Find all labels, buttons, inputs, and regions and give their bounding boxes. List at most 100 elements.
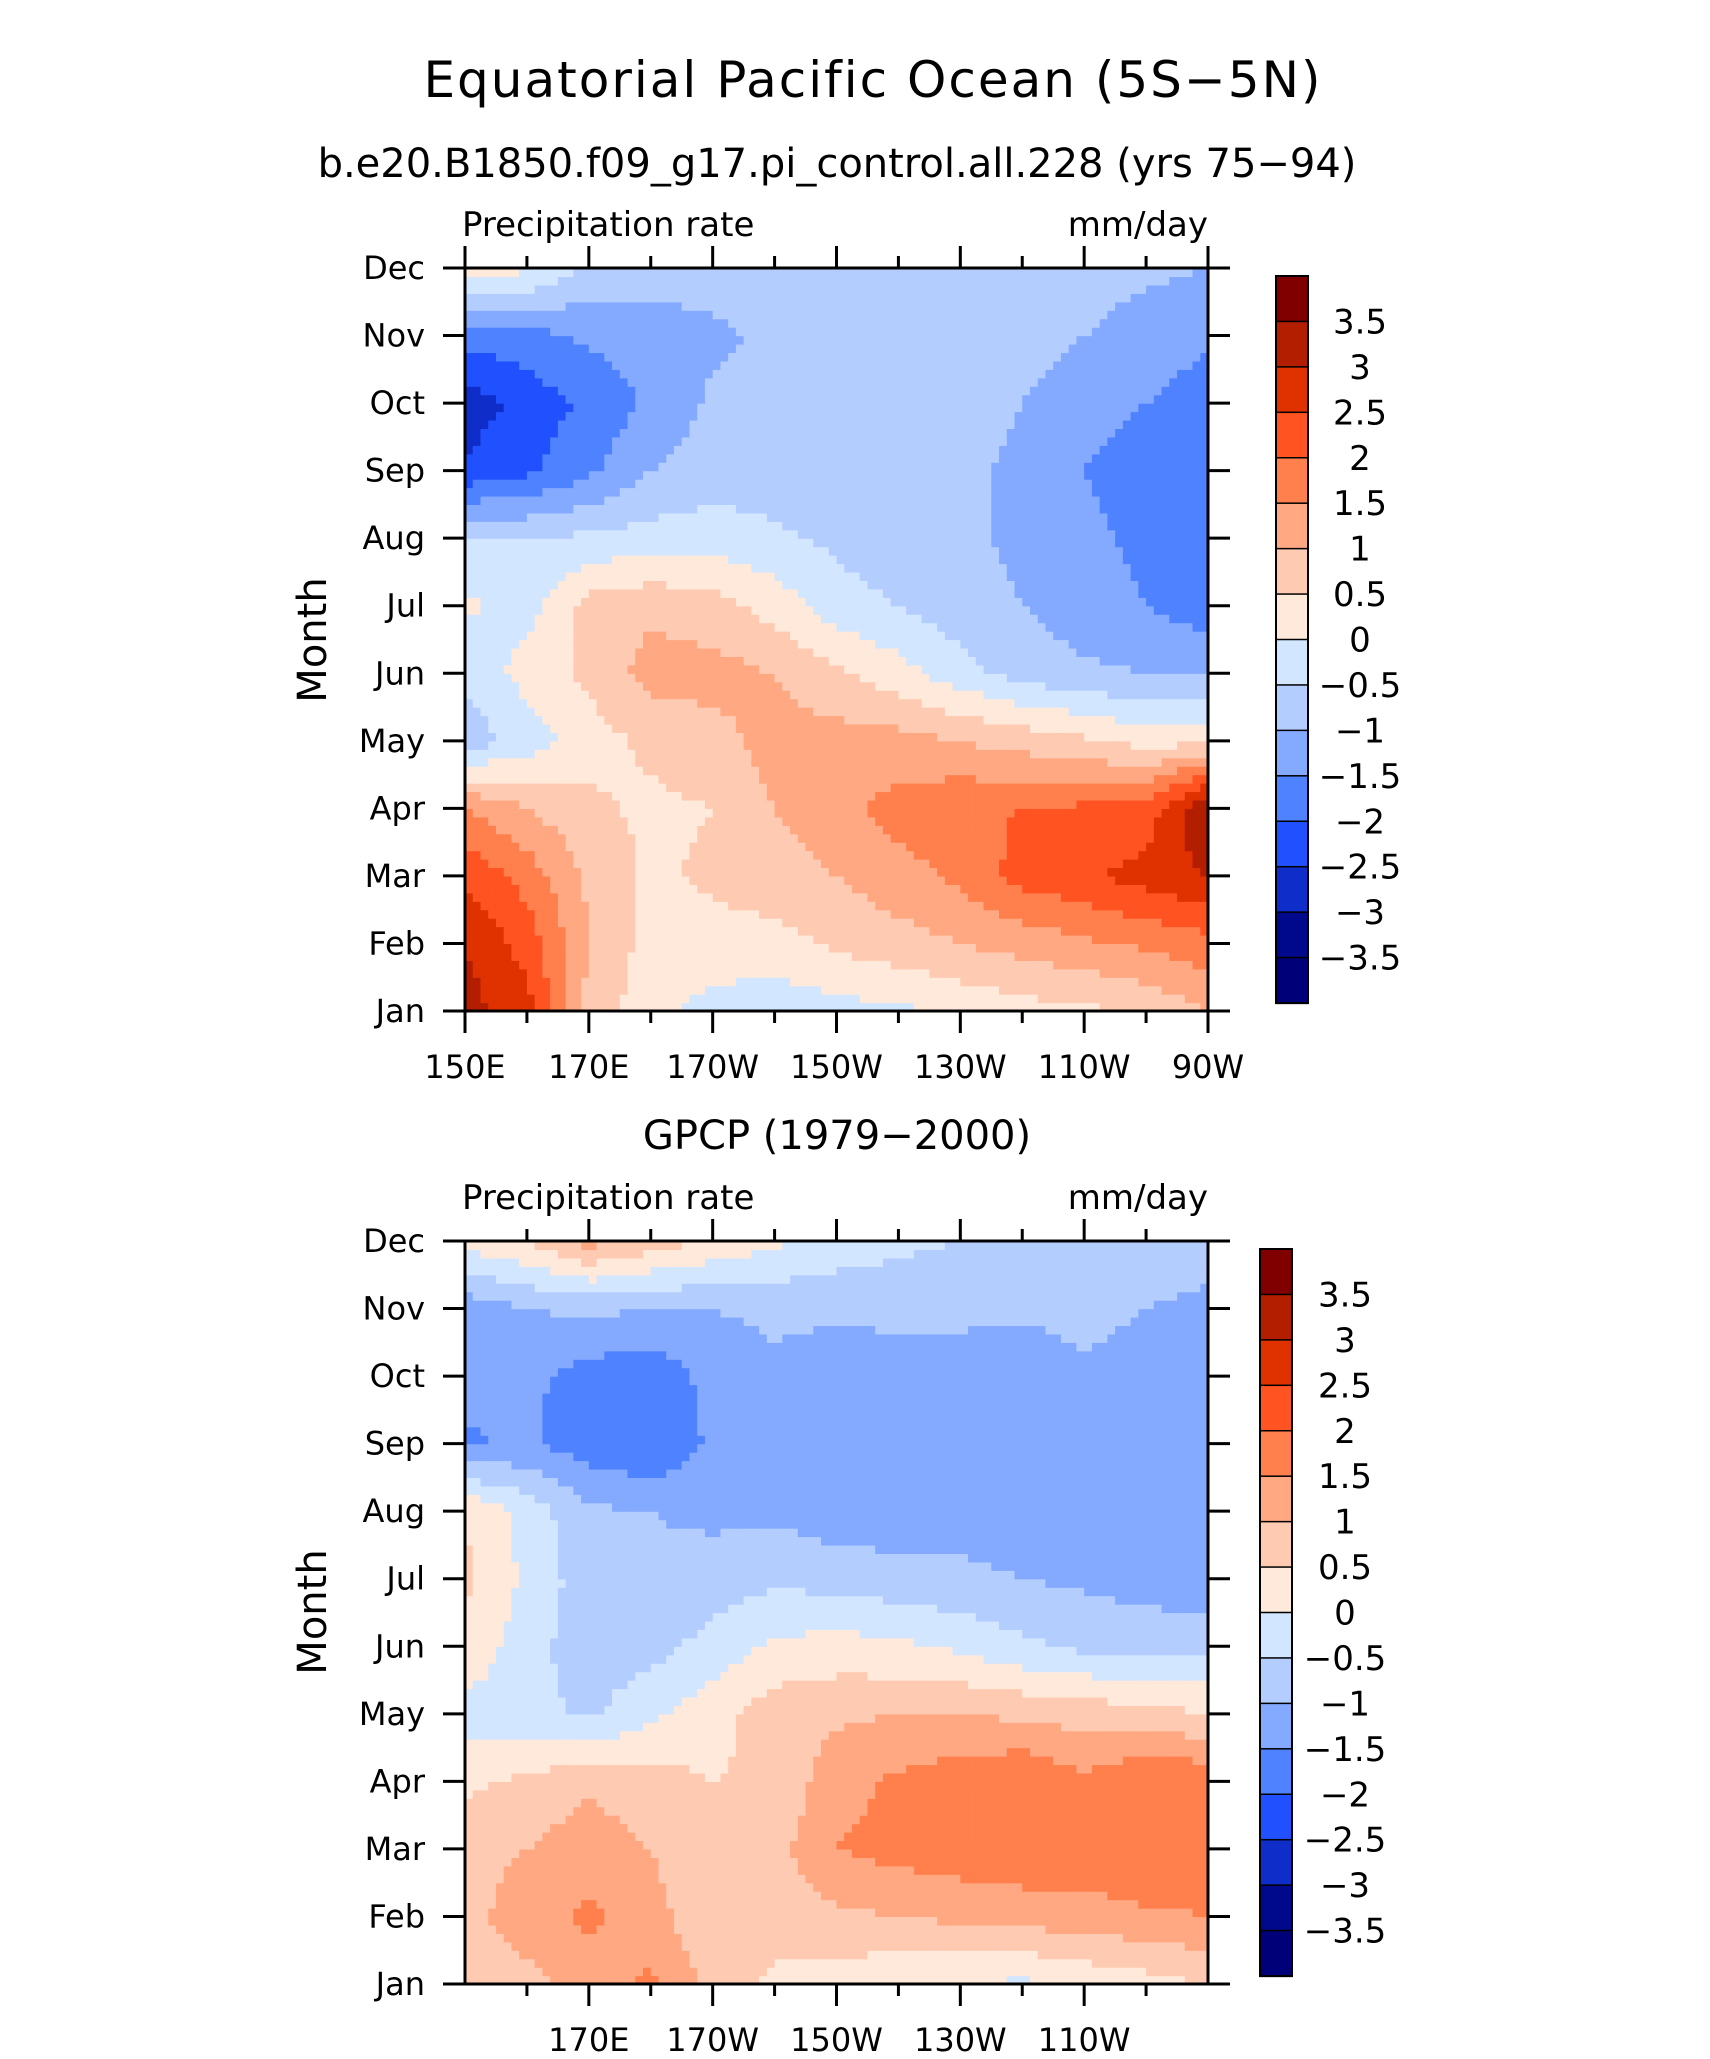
- heatmap-cell: [1091, 875, 1101, 885]
- heatmap-cell: [658, 850, 667, 860]
- heatmap-cell: [488, 597, 497, 607]
- heatmap-cell: [991, 884, 1000, 894]
- heatmap-cell: [573, 875, 582, 885]
- heatmap-cell: [573, 951, 582, 961]
- heatmap-cell: [681, 935, 691, 945]
- heatmap-cell: [913, 901, 923, 911]
- heatmap-cell: [851, 799, 861, 809]
- heatmap-cell: [526, 723, 536, 733]
- heatmap-cell: [1037, 783, 1047, 793]
- heatmap-cell: [1177, 614, 1186, 624]
- heatmap-cell: [929, 690, 938, 700]
- heatmap-cell: [526, 960, 536, 970]
- heatmap-cell: [1122, 588, 1132, 598]
- heatmap-cell: [728, 833, 737, 843]
- heatmap-cell: [975, 825, 985, 835]
- heatmap-cell: [782, 664, 791, 674]
- heatmap-cell: [790, 799, 799, 809]
- heatmap-cell: [851, 732, 861, 742]
- heatmap-cell: [612, 875, 621, 885]
- heatmap-cell: [937, 766, 946, 776]
- heatmap-cell: [619, 605, 629, 615]
- heatmap-cell: [1138, 766, 1147, 776]
- heatmap-cell: [836, 783, 845, 793]
- heatmap-cell: [1037, 749, 1047, 759]
- heatmap-cell: [1029, 571, 1039, 581]
- heatmap-cell: [511, 833, 520, 843]
- heatmap-cell: [1115, 909, 1124, 919]
- heatmap-cell: [766, 783, 776, 793]
- heatmap-cell: [875, 985, 884, 995]
- heatmap-cell: [643, 926, 652, 936]
- heatmap-cell: [960, 571, 969, 581]
- heatmap-cell: [991, 774, 1000, 784]
- heatmap-cell: [882, 799, 892, 809]
- heatmap-cell: [975, 707, 985, 717]
- heatmap-cell: [1091, 825, 1101, 835]
- heatmap-cell: [465, 909, 474, 919]
- heatmap-cell: [542, 977, 551, 987]
- heatmap-cell: [944, 707, 954, 717]
- heatmap-cell: [975, 783, 985, 793]
- heatmap-cell: [999, 968, 1008, 978]
- heatmap-cell: [635, 614, 644, 624]
- heatmap-cell: [952, 723, 961, 733]
- heatmap-cell: [1099, 968, 1108, 978]
- heatmap-cell: [1146, 749, 1155, 759]
- heatmap-cell: [557, 783, 567, 793]
- heatmap-cell: [619, 799, 629, 809]
- heatmap-cell: [821, 673, 830, 683]
- heatmap-cell: [983, 766, 992, 776]
- heatmap-cell: [666, 749, 675, 759]
- heatmap-cell: [968, 926, 977, 936]
- heatmap-cell: [797, 622, 807, 632]
- heatmap-cell: [534, 875, 543, 885]
- heatmap-cell: [968, 681, 977, 691]
- heatmap-cell: [581, 622, 590, 632]
- heatmap-cell: [805, 639, 814, 649]
- heatmap-cell: [666, 1002, 675, 1012]
- heatmap-cell: [1169, 884, 1178, 894]
- heatmap-cell: [937, 774, 946, 784]
- heatmap-cell: [859, 766, 869, 776]
- heatmap-cell: [890, 918, 900, 928]
- heatmap-cell: [1099, 681, 1108, 691]
- heatmap-cell: [681, 588, 691, 598]
- heatmap-cell: [720, 791, 729, 801]
- heatmap-cell: [1184, 799, 1194, 809]
- heatmap-cell: [1169, 816, 1178, 826]
- heatmap-cell: [960, 707, 969, 717]
- heatmap-cell: [681, 571, 691, 581]
- heatmap-cell: [1014, 639, 1023, 649]
- heatmap-cell: [1107, 647, 1116, 657]
- heatmap-cell: [921, 622, 930, 632]
- heatmap-cell: [913, 791, 923, 801]
- heatmap-cell: [573, 909, 582, 919]
- heatmap-cell: [774, 774, 783, 784]
- heatmap-cell: [851, 766, 861, 776]
- heatmap-cell: [557, 664, 567, 674]
- heatmap-cell: [929, 707, 938, 717]
- heatmap-cell: [921, 597, 930, 607]
- heatmap-cell: [472, 842, 482, 852]
- heatmap-cell: [488, 960, 497, 970]
- heatmap-cell: [836, 715, 845, 725]
- heatmap-cell: [975, 647, 985, 657]
- heatmap-cell: [774, 698, 783, 708]
- heatmap-cell: [627, 588, 636, 598]
- heatmap-cell: [983, 791, 992, 801]
- heatmap-cell: [565, 631, 574, 641]
- heatmap-cell: [999, 808, 1008, 818]
- heatmap-cell: [1169, 740, 1178, 750]
- heatmap-cell: [782, 715, 791, 725]
- heatmap-cell: [681, 690, 691, 700]
- heatmap-cell: [534, 605, 543, 615]
- heatmap-cell: [480, 749, 489, 759]
- heatmap-cell: [882, 875, 892, 885]
- heatmap-cell: [1037, 580, 1047, 590]
- heatmap-cell: [898, 867, 907, 877]
- heatmap-cell: [821, 664, 830, 674]
- heatmap-cell: [728, 867, 737, 877]
- heatmap-cell: [1045, 859, 1054, 869]
- heatmap-cell: [1014, 918, 1023, 928]
